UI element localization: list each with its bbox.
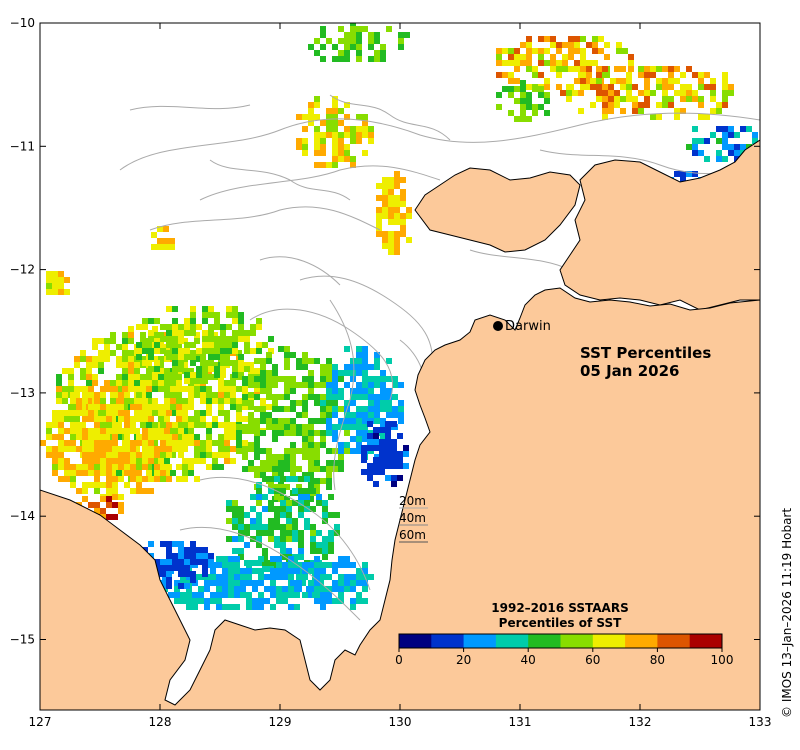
- colorbar-tick-label: 100: [711, 653, 734, 667]
- colorbar: [398, 633, 723, 649]
- colorbar-swatch: [463, 634, 497, 648]
- colorbar-swatch: [495, 634, 529, 648]
- colorbar-swatch: [689, 634, 723, 648]
- map-title-line2: 05 Jan 2026: [580, 362, 679, 380]
- y-tick-label: −15: [10, 633, 35, 647]
- colorbar-tick-label: 60: [585, 653, 600, 667]
- land-peninsula: [414, 167, 581, 253]
- contour-legend-40m: 40m: [399, 511, 426, 525]
- land: [40, 139, 760, 710]
- colorbar-tick-label: 40: [521, 653, 536, 667]
- colorbar-ticks: 0 20 40 60 80 100: [395, 648, 733, 667]
- darwin-marker[interactable]: [493, 321, 503, 331]
- land-mainland: [40, 287, 760, 710]
- y-tick-label: −14: [10, 509, 35, 523]
- colorbar-swatch: [625, 634, 658, 648]
- colorbar-tick-label: 20: [456, 653, 471, 667]
- y-tick-label: −12: [10, 263, 35, 277]
- colorbar-swatch: [399, 634, 432, 648]
- legend-title-line1: 1992–2016 SSTAARS: [491, 601, 628, 615]
- y-tick-label: −13: [10, 386, 35, 400]
- x-tick-label: 133: [749, 715, 772, 729]
- y-axis: −10 −11 −12 −13 −14 −15: [10, 16, 760, 647]
- y-tick-label: −11: [10, 139, 35, 153]
- y-tick-label: −10: [10, 16, 35, 30]
- colorbar-swatch: [560, 634, 594, 648]
- colorbar-swatch: [431, 634, 465, 648]
- sst-data-layer: [40, 23, 760, 610]
- contour-legend-60m: 60m: [399, 528, 426, 542]
- x-axis: 127 128 129 130 131 132 133: [29, 23, 772, 729]
- colorbar-swatch: [592, 634, 626, 648]
- colorbar-tick-label: 80: [650, 653, 665, 667]
- map-title-line1: SST Percentiles: [580, 344, 711, 362]
- contour-legend: 20m 40m 60m: [399, 494, 428, 543]
- x-tick-label: 131: [509, 715, 532, 729]
- colour-legend: 1992–2016 SSTAARS Percentiles of SST 0 20…: [395, 601, 733, 667]
- city-label-darwin: Darwin: [505, 319, 551, 334]
- x-tick-label: 128: [149, 715, 172, 729]
- copyright: © IMOS 13–Jan–2026 11:19 Hobart: [780, 508, 794, 718]
- x-tick-label: 129: [269, 715, 292, 729]
- colorbar-swatch: [528, 634, 561, 648]
- x-tick-label: 127: [29, 715, 52, 729]
- x-tick-label: 130: [389, 715, 412, 729]
- contour-legend-20m: 20m: [399, 494, 426, 508]
- x-tick-label: 132: [629, 715, 652, 729]
- colorbar-swatch: [657, 634, 691, 648]
- colorbar-tick-label: 0: [395, 653, 403, 667]
- legend-title-line2: Percentiles of SST: [499, 616, 622, 630]
